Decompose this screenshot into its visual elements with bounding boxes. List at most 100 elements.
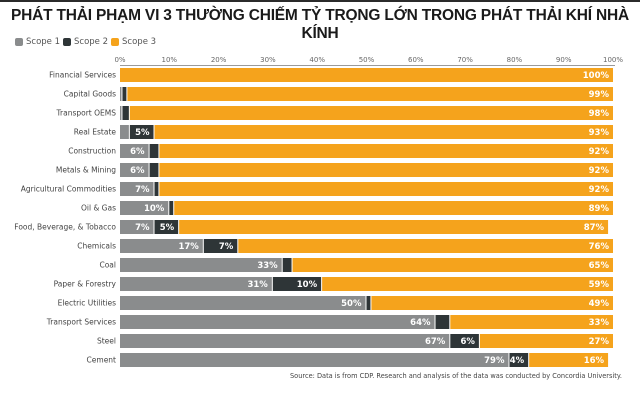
legend-swatch-scope-1 <box>15 38 23 46</box>
data-label: 33% <box>257 261 278 271</box>
bar-segment-scope-3 <box>238 239 613 253</box>
data-label: 6% <box>130 166 145 176</box>
data-label: 89% <box>589 204 610 214</box>
bar-segment-scope-2 <box>435 315 450 329</box>
data-label: 17% <box>178 242 199 252</box>
bar-row: 10% 89% <box>120 201 614 215</box>
x-axis: 0% 10% 20% 30% 40% 50% 60% 70% 80% 90% 100% <box>114 56 623 66</box>
data-label: 5% <box>160 223 175 233</box>
data-label: 49% <box>589 299 610 309</box>
legend-item-scope-2: Scope 2 <box>63 37 108 47</box>
top-border <box>0 0 640 2</box>
bar-segment-scope-2 <box>169 201 174 215</box>
bar-segment-scope-3 <box>179 220 609 234</box>
legend-item-scope-3: Scope 3 <box>111 37 156 47</box>
bar-segment-scope-2 <box>149 163 159 177</box>
bar-segment-scope-1 <box>120 163 149 177</box>
bar-row: 7% 5% 87% <box>120 220 609 234</box>
bar-segment-scope-3 <box>174 201 614 215</box>
category-label: Food, Beverage, & Tobacco <box>14 223 116 232</box>
bar-row: 99% <box>120 87 614 101</box>
data-label: 64% <box>410 318 431 328</box>
bar-segment-scope-2 <box>203 239 238 253</box>
bar-row: 79% 4% 16% <box>120 353 609 367</box>
x-tick-label: 90% <box>556 56 572 64</box>
legend-item-scope-1: Scope 1 <box>15 37 60 47</box>
bar-row: 98% <box>120 106 614 120</box>
bar-row: 6% 92% <box>120 144 613 158</box>
data-label: 7% <box>135 185 150 195</box>
data-label: 27% <box>589 337 610 347</box>
x-tick-label: 10% <box>162 56 178 64</box>
data-label: 6% <box>130 147 145 157</box>
data-label: 93% <box>589 128 610 138</box>
bar-segment-scope-3 <box>159 144 613 158</box>
legend-label-scope-3: Scope 3 <box>122 37 157 47</box>
bars: 100% 99% 98% 5% 93% 6% 92% 6% 92% 7% 92% 10% 89% 7% 5%… <box>120 68 614 367</box>
category-label: Real Estate <box>74 128 117 137</box>
bar-segment-scope-3 <box>159 182 613 196</box>
bar-segment-scope-3 <box>120 68 613 82</box>
data-label: 6% <box>460 337 475 347</box>
bar-row: 64% 33% <box>120 315 613 329</box>
category-label: Metals & Mining <box>56 166 116 175</box>
bar-row: 67% 6% 27% <box>120 334 613 348</box>
bar-segment-scope-3 <box>154 125 613 139</box>
data-label: 7% <box>219 242 234 252</box>
data-label: 5% <box>135 128 150 138</box>
legend-swatch-scope-3 <box>111 38 120 46</box>
bar-segment-scope-1 <box>120 334 450 348</box>
bar-segment-scope-3 <box>479 334 613 348</box>
data-label: 10% <box>297 280 318 290</box>
x-tick-label: 80% <box>507 56 523 64</box>
category-label: Capital Goods <box>64 90 116 99</box>
data-label: 92% <box>589 185 610 195</box>
bar-segment-scope-1 <box>120 296 366 310</box>
bar-segment-scope-1 <box>120 239 203 253</box>
bar-row: 7% 92% <box>120 182 613 196</box>
x-tick-label: 40% <box>309 56 325 64</box>
bar-row: 50% 49% <box>120 296 613 310</box>
bar-segment-scope-1 <box>120 201 169 215</box>
x-tick-label: 0% <box>114 56 125 64</box>
category-label: Chemicals <box>77 242 116 251</box>
bar-row: 100% <box>120 68 613 82</box>
x-tick-label: 30% <box>260 56 276 64</box>
legend-swatch-scope-2 <box>63 38 72 46</box>
data-label: 50% <box>341 299 362 309</box>
bar-segment-scope-3 <box>129 106 614 120</box>
bar-segment-scope-1 <box>120 182 154 196</box>
bar-segment-scope-3 <box>450 315 613 329</box>
data-label: 99% <box>589 90 610 100</box>
bar-segment-scope-1 <box>120 220 154 234</box>
data-label: 98% <box>589 109 610 119</box>
legend-label-scope-1: Scope 1 <box>26 37 61 47</box>
data-label: 92% <box>589 166 610 176</box>
bar-segment-scope-3 <box>322 277 613 291</box>
data-label: 10% <box>144 204 165 214</box>
data-label: 7% <box>135 223 150 233</box>
category-label: Steel <box>97 337 116 346</box>
bar-row: 6% 92% <box>120 163 613 177</box>
category-label: Cement <box>87 356 117 365</box>
bar-row: 17% 7% 76% <box>120 239 613 253</box>
x-tick-label: 100% <box>603 56 623 64</box>
bar-segment-scope-2 <box>149 144 159 158</box>
bar-segment-scope-1 <box>120 315 435 329</box>
bar-segment-scope-2 <box>366 296 371 310</box>
bar-segment-scope-2 <box>272 277 322 291</box>
category-label: Transport OEMS <box>56 109 117 118</box>
category-label: Coal <box>99 261 116 270</box>
bar-row: 5% 93% <box>120 125 613 139</box>
data-label: 4% <box>510 356 525 366</box>
bar-segment-scope-2 <box>509 353 529 367</box>
bar-segment-scope-1 <box>120 106 122 120</box>
x-tick-label: 70% <box>457 56 473 64</box>
category-label: Construction <box>68 147 116 156</box>
bar-segment-scope-3 <box>127 87 614 101</box>
data-label: 79% <box>484 356 505 366</box>
bar-segment-scope-3 <box>292 258 613 272</box>
source-note: Source: Data is from CDP. Research and a… <box>290 372 622 380</box>
category-label: Oil & Gas <box>81 204 116 213</box>
